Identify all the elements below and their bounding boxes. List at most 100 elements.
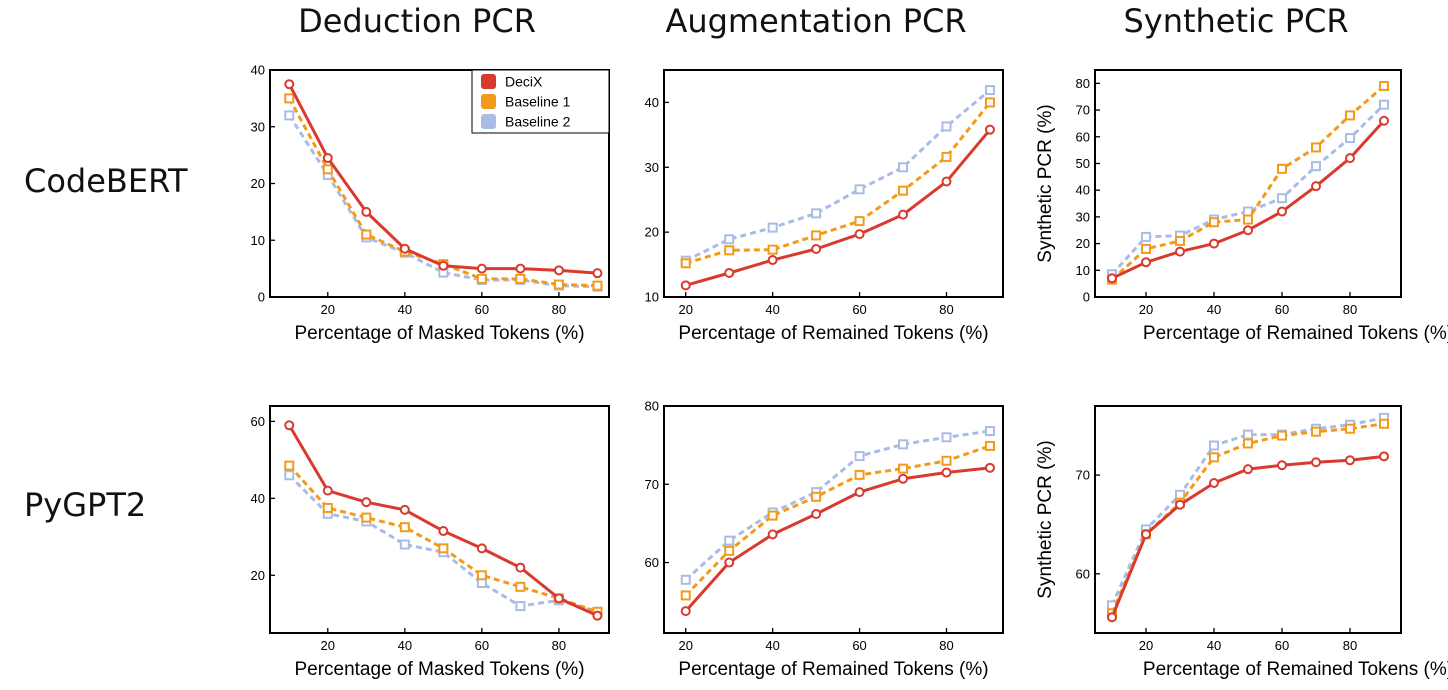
chart-panel-1: 20 40 60 80 0 10 20 30 40 Percentage of Masked To… — [251, 63, 610, 344]
x-axis-label: Percentage of Masked Tokens (%) — [294, 323, 584, 344]
data-point — [898, 162, 909, 173]
data-point — [476, 263, 487, 274]
data-point — [284, 420, 295, 431]
data-point — [1277, 193, 1287, 204]
x-tick-label: 60 — [475, 638, 489, 653]
data-point — [1277, 460, 1287, 471]
y-tick-label: 0 — [1083, 290, 1090, 305]
x-tick-label: 40 — [1207, 638, 1221, 653]
data-point — [984, 85, 995, 96]
data-point — [1175, 489, 1185, 500]
series-line-baseline-2 — [685, 88, 991, 263]
y-tick-label: 20 — [251, 568, 265, 583]
data-point — [1277, 206, 1287, 217]
plot-frame — [269, 405, 610, 634]
y-axis-label: Synthetic PCR (%) — [1035, 104, 1056, 262]
data-point — [361, 229, 372, 240]
data-point — [438, 543, 449, 554]
data-point — [1243, 214, 1253, 225]
x-tick-label: 20 — [678, 638, 692, 653]
data-point — [941, 151, 952, 162]
data-point — [854, 184, 865, 195]
y-tick-label: 60 — [251, 414, 265, 429]
chart-panel-2: 20 40 60 80 10 20 30 40 Percentage of Remained T… — [645, 69, 1004, 344]
series-line-baseline-1 — [1110, 422, 1385, 614]
data-point — [1345, 153, 1355, 164]
data-point — [1345, 133, 1355, 144]
data-point — [854, 216, 865, 227]
data-point — [284, 470, 295, 481]
x-tick-label: 80 — [552, 302, 566, 317]
data-point — [984, 124, 995, 135]
data-point — [515, 562, 526, 573]
x-tick-label: 60 — [1275, 638, 1289, 653]
series-line-decix — [684, 466, 991, 613]
x-tick-label: 80 — [939, 638, 953, 653]
data-point — [898, 439, 909, 450]
y-tick-label: 70 — [1076, 103, 1090, 118]
legend-swatch — [481, 94, 496, 109]
data-point — [515, 273, 526, 284]
data-point — [592, 268, 603, 279]
data-point — [1311, 142, 1321, 153]
column-title-synthetic: Synthetic PCR — [1123, 2, 1349, 40]
y-tick-label: 60 — [1076, 129, 1090, 144]
data-point — [1277, 430, 1287, 441]
data-point — [553, 265, 564, 276]
data-point — [1243, 438, 1253, 449]
data-point — [680, 574, 691, 585]
series-line-decix — [1110, 454, 1385, 618]
y-tick-label: 20 — [645, 225, 659, 240]
y-tick-label: 70 — [1076, 468, 1090, 483]
data-point — [476, 273, 487, 284]
data-point — [941, 455, 952, 466]
x-tick-label: 40 — [398, 638, 412, 653]
y-tick-label: 10 — [251, 233, 265, 248]
data-point — [811, 230, 822, 241]
x-tick-label: 60 — [852, 302, 866, 317]
data-point — [1107, 612, 1117, 623]
data-point — [399, 522, 410, 533]
y-tick-label: 30 — [1076, 209, 1090, 224]
data-point — [1311, 161, 1321, 172]
x-tick-label: 20 — [1139, 302, 1153, 317]
y-tick-label: 80 — [1076, 76, 1090, 91]
series-line-decix — [685, 128, 992, 287]
data-point — [553, 593, 564, 604]
data-point — [1209, 477, 1219, 488]
data-point — [1379, 451, 1389, 462]
data-point — [361, 497, 372, 508]
series-line-decix — [287, 424, 599, 618]
data-point — [680, 258, 691, 269]
data-point — [1175, 235, 1185, 246]
data-point — [361, 512, 372, 523]
x-tick-label: 20 — [321, 302, 335, 317]
x-tick-label: 80 — [552, 638, 566, 653]
legend-label: Baseline 1 — [505, 94, 571, 110]
data-point — [811, 208, 822, 219]
chart-panel-4: 20 40 60 80 20 40 60 Percentage of Masked Token… — [251, 405, 610, 680]
data-point — [767, 222, 778, 233]
x-tick-label: 60 — [852, 638, 866, 653]
data-point — [515, 581, 526, 592]
data-point — [361, 206, 372, 217]
legend-label: Baseline 2 — [505, 114, 571, 130]
data-point — [984, 97, 995, 108]
y-tick-label: 20 — [1076, 236, 1090, 251]
data-point — [1379, 99, 1389, 110]
data-point — [1311, 181, 1321, 192]
data-point — [322, 152, 333, 163]
data-point — [476, 570, 487, 581]
data-point — [680, 606, 691, 617]
data-point — [724, 535, 735, 546]
plot-frame — [663, 405, 1004, 634]
x-tick-label: 40 — [1207, 302, 1221, 317]
data-point — [1345, 110, 1355, 121]
data-point — [1209, 238, 1219, 249]
data-point — [399, 243, 410, 254]
data-point — [984, 440, 995, 451]
chart-panel-3: 20 40 60 80 0 10 20 30 40 50 60 70 80 Percentage of R… — [1035, 69, 1448, 344]
data-point — [898, 473, 909, 484]
data-point — [322, 502, 333, 513]
